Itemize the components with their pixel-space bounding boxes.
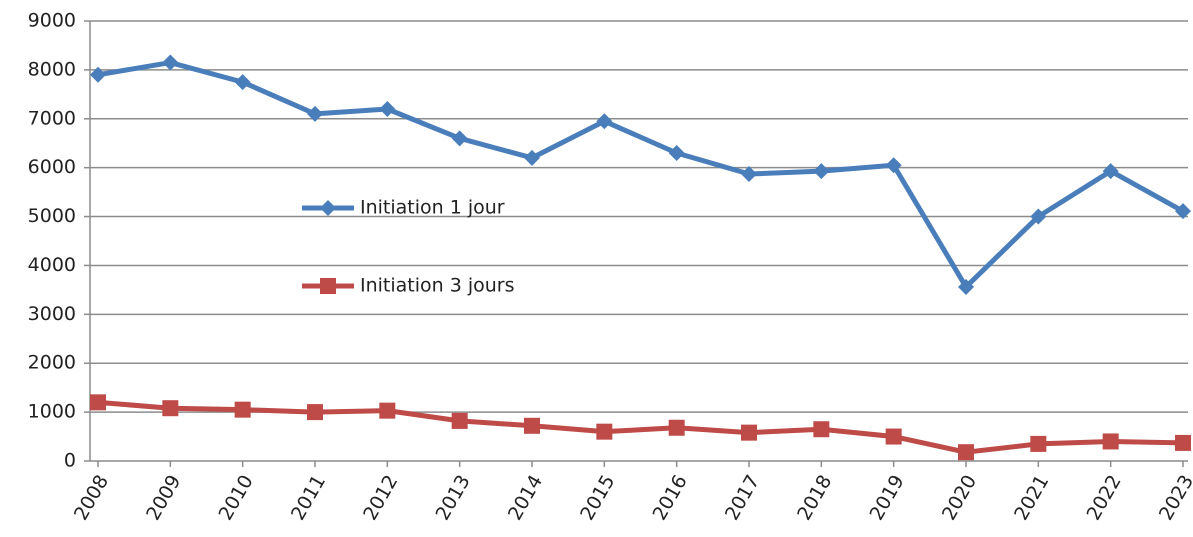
line-marker <box>307 105 323 122</box>
x-tick-label: 2020 <box>938 471 981 524</box>
line-marker <box>596 423 613 440</box>
x-tick-label: 2009 <box>142 471 185 524</box>
x-tick-label: 2017 <box>721 471 764 524</box>
line-marker <box>885 428 902 445</box>
line-marker <box>234 74 251 91</box>
y-tick-label: 6000 <box>28 156 76 178</box>
line-marker <box>234 401 251 418</box>
x-tick-label: 2018 <box>793 471 836 524</box>
y-tick-label: 9000 <box>28 10 76 32</box>
line-marker <box>741 424 757 441</box>
line-marker <box>813 163 830 180</box>
legend-marker <box>320 200 336 216</box>
series-line <box>97 399 1184 455</box>
line-marker <box>379 101 396 117</box>
line-marker <box>451 412 468 429</box>
legend-marker <box>320 278 336 294</box>
line-marker <box>451 130 468 147</box>
x-tick-label: 2019 <box>866 471 909 524</box>
line-marker <box>668 419 685 436</box>
x-tick-label: 2016 <box>649 471 692 524</box>
x-tick-label: 2015 <box>576 471 619 524</box>
line-marker <box>741 166 757 183</box>
line-marker <box>524 149 540 166</box>
series-line <box>97 60 1185 290</box>
line-marker <box>379 402 396 419</box>
y-tick-label: 2000 <box>28 352 76 374</box>
x-tick-label: 2012 <box>359 471 402 524</box>
line-marker <box>1175 434 1191 451</box>
y-tick-label: 4000 <box>28 254 76 276</box>
x-tick-label: 2011 <box>287 471 330 524</box>
legend-label: Initiation 3 jours <box>360 275 515 297</box>
x-tick-label: 2023 <box>1155 471 1193 524</box>
line-marker <box>1102 163 1119 180</box>
line-marker <box>307 404 323 421</box>
y-tick-label: 5000 <box>28 205 76 227</box>
line-marker <box>958 444 974 461</box>
line-marker <box>1175 203 1191 220</box>
line-marker <box>668 145 685 161</box>
line-marker <box>1102 433 1119 450</box>
line-marker <box>90 394 106 411</box>
line-marker <box>162 54 179 71</box>
line-marker <box>90 66 106 83</box>
line-marker <box>958 278 974 295</box>
x-tick-label: 2010 <box>215 471 258 524</box>
line-marker <box>885 157 902 174</box>
x-tick-label: 2013 <box>432 471 475 524</box>
y-tick-label: 7000 <box>28 107 76 129</box>
line-marker <box>524 417 540 434</box>
x-tick-label: 2008 <box>70 471 113 524</box>
x-tick-label: 2021 <box>1010 471 1053 524</box>
y-tick-label: 1000 <box>28 401 76 423</box>
line-marker <box>596 113 613 130</box>
x-tick-label: 2014 <box>504 471 547 524</box>
line-marker <box>1030 208 1047 225</box>
y-tick-label: 3000 <box>28 303 76 325</box>
line-marker <box>1030 435 1047 452</box>
y-tick-label: 0 <box>64 450 76 472</box>
line-marker <box>162 400 179 417</box>
y-tick-label: 8000 <box>28 58 76 80</box>
line-marker <box>813 421 830 438</box>
legend-label: Initiation 1 jour <box>360 197 505 219</box>
x-tick-label: 2022 <box>1083 471 1126 524</box>
